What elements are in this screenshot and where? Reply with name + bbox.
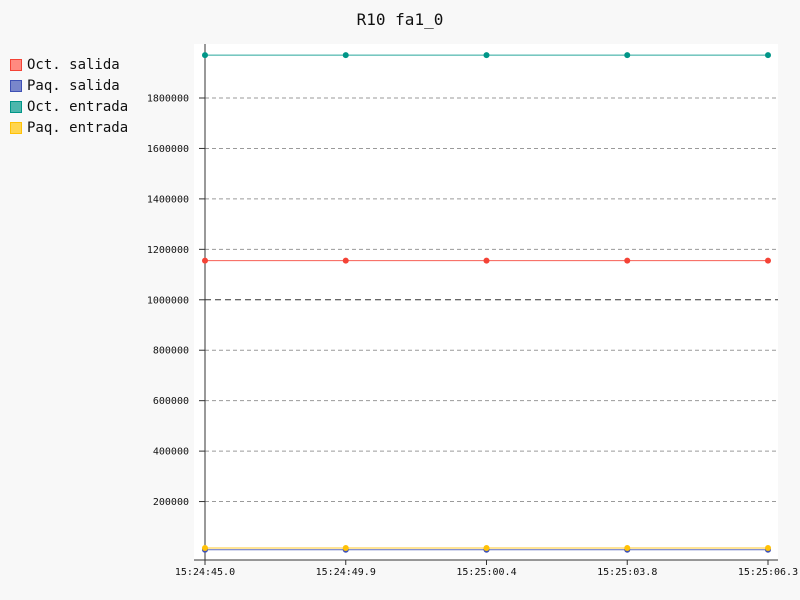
legend: Oct. salida Paq. salida Oct. entrada Paq. e… — [10, 54, 128, 138]
data-point-series-3 — [483, 544, 490, 551]
legend-item[interactable]: Oct. salida — [10, 54, 128, 75]
data-point-series-0 — [624, 257, 631, 264]
y-tick-label: 1600000 — [147, 144, 189, 155]
x-tick-label: 15:25:06.3 — [738, 567, 798, 578]
x-tick-label: 15:24:45.0 — [175, 567, 235, 578]
legend-swatch — [10, 121, 22, 134]
data-point-series-3 — [202, 544, 208, 551]
x-tick-label: 15:25:03.8 — [597, 567, 657, 578]
legend-swatch — [10, 58, 22, 71]
y-tick-label: 400000 — [153, 447, 189, 458]
legend-item[interactable]: Paq. entrada — [10, 117, 128, 138]
data-point-series-3 — [342, 544, 349, 551]
legend-label: Oct. entrada — [27, 98, 129, 115]
y-tick-label: 600000 — [153, 396, 189, 407]
data-point-series-0 — [342, 257, 349, 264]
legend-swatch — [10, 100, 22, 113]
y-tick-label: 200000 — [153, 497, 189, 508]
y-tick-label: 1800000 — [147, 94, 189, 105]
data-point-series-0 — [765, 257, 771, 264]
data-point-series-2 — [765, 52, 771, 59]
legend-item[interactable]: Oct. entrada — [10, 96, 128, 117]
legend-item[interactable]: Paq. salida — [10, 75, 128, 96]
x-tick-label: 15:25:00.4 — [456, 567, 516, 578]
data-point-series-3 — [624, 544, 631, 551]
legend-swatch — [10, 79, 22, 92]
data-point-series-2 — [342, 52, 349, 59]
x-tick-label: 15:24:49.9 — [316, 567, 376, 578]
data-point-series-3 — [765, 544, 771, 551]
data-point-series-2 — [202, 52, 208, 59]
legend-label: Oct. salida — [27, 56, 120, 73]
y-tick-label: 1200000 — [147, 245, 189, 256]
y-tick-label: 800000 — [153, 346, 189, 357]
data-point-series-2 — [483, 52, 490, 59]
chart-title: R10 fa1_0 — [356, 10, 444, 29]
legend-label: Paq. salida — [27, 77, 120, 94]
plot-background — [194, 44, 778, 560]
y-tick-label: 1400000 — [147, 194, 189, 205]
legend-label: Paq. entrada — [27, 119, 129, 136]
data-point-series-0 — [202, 257, 208, 264]
data-point-series-2 — [624, 52, 631, 59]
y-tick-label: 1000000 — [147, 295, 189, 306]
data-point-series-0 — [483, 257, 490, 264]
